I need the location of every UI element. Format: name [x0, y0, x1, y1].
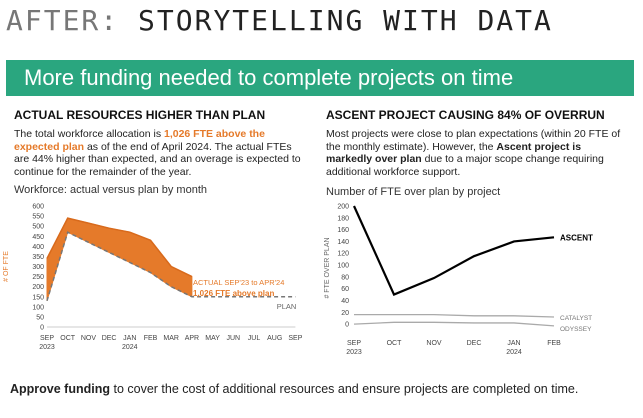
x-tick-label: MAY — [205, 335, 220, 342]
left-chart-title: Workforce: actual versus plan by month — [14, 184, 207, 196]
right-desc-after: due to a major scope change requiring ad… — [326, 153, 604, 178]
right-desc-bold: Ascent project is markedly over plan — [326, 140, 582, 166]
header-title: STORYTELLING WITH DATA — [138, 4, 553, 37]
y-tick-label: 20 — [341, 310, 349, 317]
x-tick-label: NOV — [426, 340, 442, 347]
series-label-odyssey: ODYSSEY — [560, 326, 592, 333]
y-tick-label: 450 — [32, 234, 44, 241]
actual-range-annotation: ACTUAL SEP'23 to APR'24 — [193, 278, 284, 287]
x-tick-label: MAR — [163, 335, 179, 342]
left-section-description: The total workforce allocation is 1,026 … — [14, 128, 306, 178]
y-tick-label: 60 — [341, 286, 349, 293]
y-tick-label: 160 — [337, 227, 349, 234]
y-tick-label: 200 — [32, 284, 44, 291]
year-label: 2024 — [122, 344, 138, 351]
x-tick-label: APR — [185, 335, 199, 342]
y-tick-label: 500 — [32, 224, 44, 231]
x-tick-label: DEC — [102, 335, 117, 342]
left-desc-after: as of the end of April 2024. The actual … — [14, 140, 301, 178]
right-section-title: ASCENT PROJECT CAUSING 84% OF OVERRUN — [326, 108, 605, 122]
year-label: 2023 — [39, 344, 55, 351]
x-tick-label: SEP — [288, 335, 302, 342]
x-tick-label: NOV — [81, 335, 97, 342]
x-tick-label: OCT — [60, 335, 76, 342]
y-tick-label: 120 — [337, 251, 349, 258]
footer-rest: to cover the cost of additional resource… — [110, 382, 579, 396]
footer-bold: Approve funding — [10, 382, 110, 396]
y-tick-label: 550 — [32, 214, 44, 221]
y-tick-label: 100 — [337, 263, 349, 270]
series-label-ascent: ASCENT — [560, 233, 593, 242]
y-tick-label: 180 — [337, 215, 349, 222]
y-tick-label: 0 — [40, 325, 44, 332]
y-tick-label: 140 — [337, 239, 349, 246]
x-tick-label: AUG — [267, 335, 282, 342]
y-tick-label: 350 — [32, 254, 44, 261]
y-tick-label: 80 — [341, 274, 349, 281]
y-axis-label: # OF FTE — [3, 251, 10, 282]
y-tick-label: 50 — [36, 314, 44, 321]
series-line-catalyst — [354, 313, 555, 318]
series-line-odyssey — [353, 321, 555, 327]
x-tick-label: OCT — [387, 340, 403, 347]
y-tick-label: 250 — [32, 274, 44, 281]
series-label-catalyst: CATALYST — [560, 315, 592, 322]
banner-title: More funding needed to complete projects… — [24, 65, 514, 90]
actual-series-line — [46, 217, 193, 278]
x-tick-label: SEP — [347, 340, 361, 347]
right-section-description: Most projects were close to plan expecta… — [326, 128, 626, 178]
right-desc-before: Most projects were close to plan expecta… — [326, 128, 621, 153]
plan-series-line — [46, 231, 296, 301]
left-desc-highlight: 1,026 FTE above the expected plan — [14, 128, 265, 153]
y-tick-label: 0 — [345, 322, 349, 329]
x-tick-label: SEP — [40, 335, 54, 342]
x-tick-label: DEC — [467, 340, 482, 347]
y-tick-label: 400 — [32, 244, 44, 251]
x-tick-label: FEB — [144, 335, 158, 342]
y-tick-label: 600 — [32, 204, 44, 211]
workforce-area-chart: # OF FTE 0 50 100 150 200 250 300 350 400 450 500 55… — [3, 204, 303, 352]
fte-over-plan-line-chart: # FTE OVER PLAN 0 20 40 60 80 100 120 140 160 180 2… — [324, 204, 593, 357]
x-tick-label: JAN — [123, 335, 136, 342]
plan-label: PLAN — [277, 302, 297, 311]
title-banner: More funding needed to complete projects… — [6, 60, 634, 96]
footer-callout: Approve funding to cover the cost of add… — [10, 382, 578, 396]
left-section-title: ACTUAL RESOURCES HIGHER THAN PLAN — [14, 108, 266, 122]
gap-annotation: 1,026 FTE above plan — [193, 289, 274, 298]
header-label: AFTER: STORYTELLING WITH DATA — [6, 4, 553, 38]
y-tick-label: 100 — [32, 304, 44, 311]
y-tick-label: 40 — [341, 298, 349, 305]
y-tick-label: 200 — [337, 204, 349, 211]
x-tick-label: JAN — [507, 340, 520, 347]
year-label: 2024 — [506, 349, 522, 356]
x-tick-label: JUL — [248, 335, 261, 342]
y-tick-label: 150 — [32, 294, 44, 301]
y-axis-label: # FTE OVER PLAN — [324, 237, 331, 298]
left-desc-before: The total workforce allocation is — [14, 128, 164, 140]
right-chart-title: Number of FTE over plan by project — [326, 186, 501, 198]
x-tick-label: JUN — [226, 335, 240, 342]
series-line-ascent — [352, 205, 555, 296]
year-label: 2023 — [346, 349, 362, 356]
y-tick-label: 300 — [32, 264, 44, 271]
x-tick-label: FEB — [547, 340, 561, 347]
header-prefix: AFTER: — [6, 4, 120, 37]
